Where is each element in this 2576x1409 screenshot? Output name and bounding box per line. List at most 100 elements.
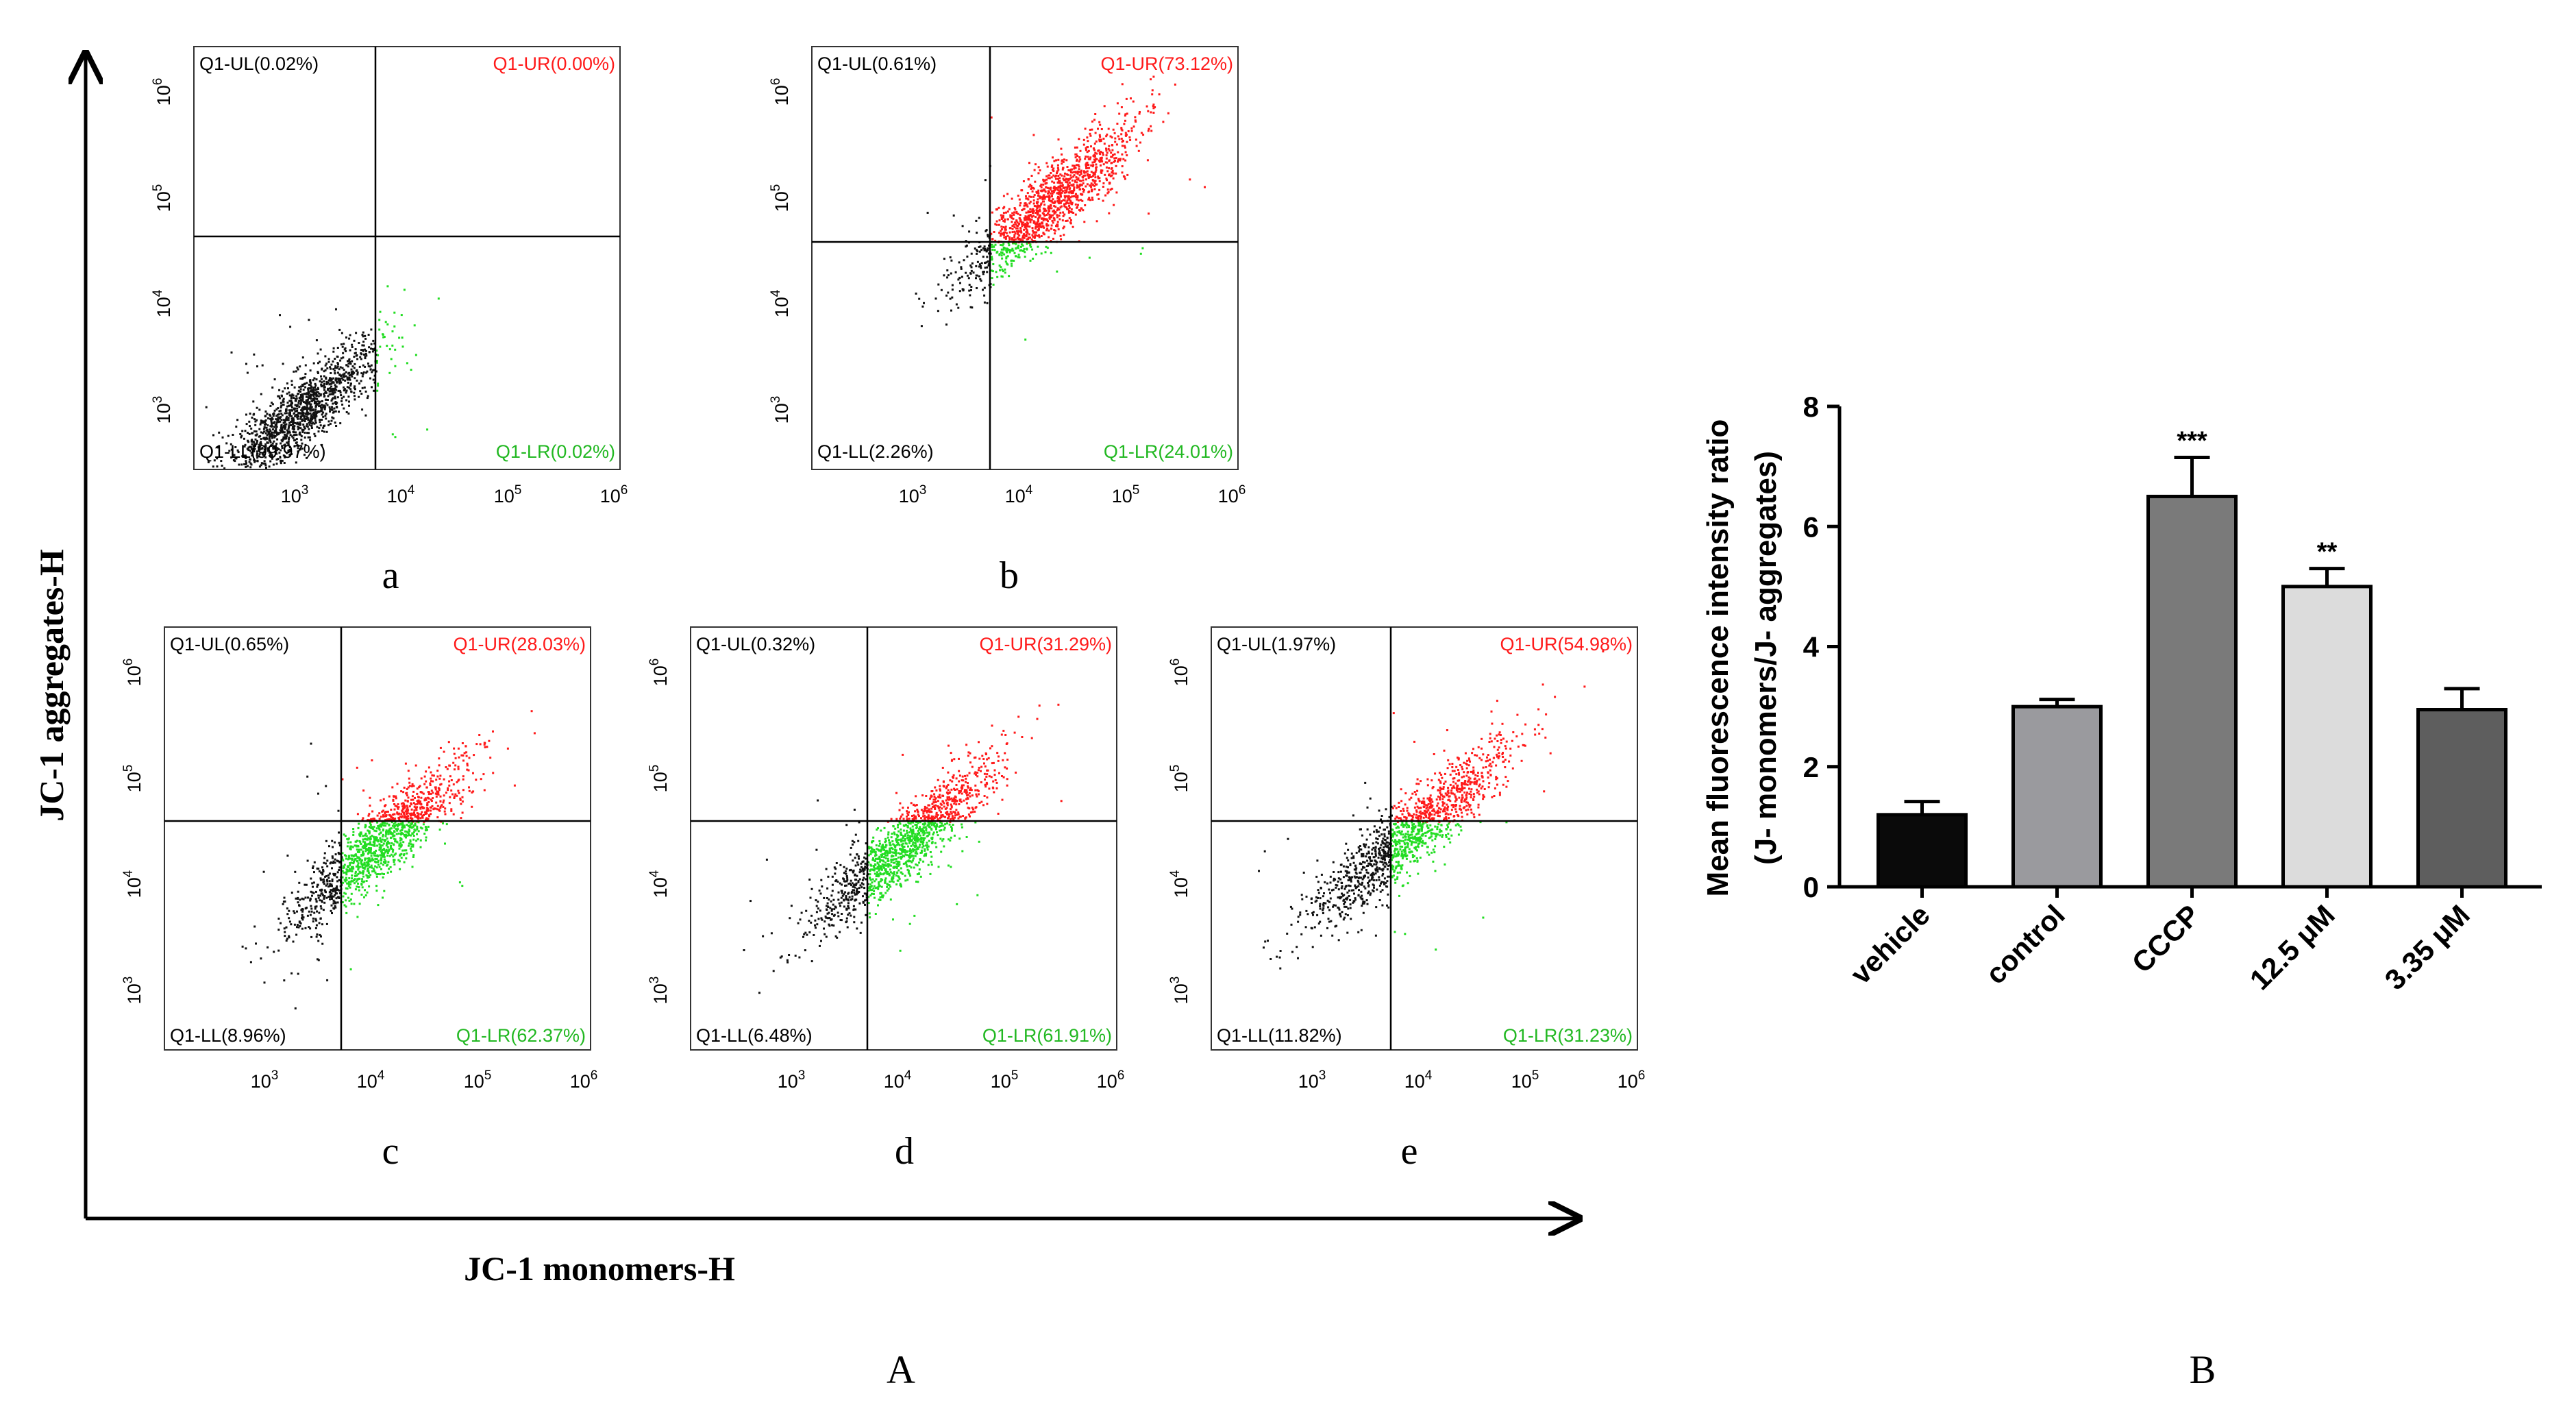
event-dot (340, 400, 343, 402)
event-dot (934, 808, 936, 810)
event-dot (1035, 234, 1037, 236)
event-dot (250, 961, 252, 963)
event-dot (1152, 89, 1154, 91)
event-dot (351, 877, 353, 879)
event-dot (1112, 154, 1114, 156)
event-dot (368, 872, 370, 874)
event-dot (424, 798, 426, 800)
x-tick-label: 104 (357, 1068, 385, 1092)
event-dot (291, 892, 293, 894)
event-dot (974, 757, 976, 759)
event-dot (1113, 177, 1115, 180)
event-dot (314, 401, 317, 403)
event-dot (860, 863, 862, 865)
event-dot (334, 842, 336, 844)
event-dot (297, 973, 299, 975)
event-dot (949, 840, 951, 842)
event-dot (911, 815, 913, 817)
event-dot (327, 896, 330, 898)
event-dot (348, 870, 350, 872)
event-dot (313, 912, 315, 914)
event-dot (838, 892, 840, 894)
event-dot (440, 747, 442, 749)
event-dot (322, 416, 324, 418)
event-dot (293, 371, 295, 373)
event-dot (393, 863, 395, 866)
event-dot (444, 843, 446, 845)
event-dot (921, 850, 923, 852)
event-dot (319, 361, 321, 363)
event-dot (1060, 194, 1062, 196)
event-dot (1039, 215, 1041, 217)
event-dot (365, 391, 367, 393)
event-dot (919, 868, 921, 870)
event-dot (921, 325, 923, 327)
event-dot (895, 874, 897, 877)
event-dot (1028, 162, 1030, 164)
event-dot (320, 918, 322, 920)
event-dot (329, 378, 331, 380)
event-dot (242, 946, 244, 948)
event-dot (425, 817, 428, 819)
event-dot (321, 923, 323, 925)
event-dot (1073, 184, 1075, 186)
event-dot (984, 779, 986, 781)
event-dot (286, 410, 288, 412)
event-dot (1015, 211, 1017, 213)
event-dot (276, 434, 278, 436)
event-dot (326, 859, 328, 861)
event-dot (338, 390, 340, 392)
event-dot (393, 844, 395, 846)
event-dot (410, 850, 412, 852)
event-dot (906, 832, 908, 834)
event-dot (409, 824, 411, 826)
event-dot (341, 378, 343, 380)
event-dot (414, 803, 417, 805)
event-dot (334, 873, 336, 875)
event-dot (984, 302, 986, 304)
event-dot (393, 312, 395, 314)
event-dot (402, 841, 404, 843)
event-dot (1003, 206, 1005, 208)
event-dot (1037, 235, 1039, 237)
event-dot (320, 393, 322, 395)
event-dot (212, 465, 214, 467)
event-dot (961, 826, 963, 829)
event-dot (321, 385, 323, 387)
event-dot (999, 253, 1001, 255)
event-dot (412, 839, 414, 841)
event-dot (290, 409, 293, 411)
event-dot (378, 319, 380, 321)
event-dot (836, 862, 838, 864)
event-dot (1082, 191, 1085, 193)
event-dot (371, 855, 373, 857)
event-dot (436, 796, 438, 798)
event-dot (1048, 214, 1050, 216)
event-dot (249, 466, 251, 468)
event-dot (1033, 188, 1035, 190)
event-dot (965, 781, 967, 783)
event-dot (1114, 154, 1116, 156)
event-dot (1001, 254, 1003, 256)
event-dot (1042, 179, 1044, 181)
event-dot (380, 816, 382, 818)
event-dot (345, 364, 347, 366)
event-dot (1070, 203, 1072, 205)
event-dot (280, 402, 282, 404)
event-dot (1076, 207, 1078, 209)
event-dot (1111, 168, 1113, 170)
event-dot (284, 434, 286, 436)
event-dot (345, 868, 347, 870)
event-dot (325, 402, 327, 404)
event-dot (958, 277, 961, 279)
event-dot (1078, 199, 1080, 201)
event-dot (327, 883, 329, 885)
event-dot (344, 904, 346, 906)
event-dot (1133, 125, 1135, 127)
event-dot (303, 426, 305, 428)
quadrant-ur: Q1-UR(73.12%) (1100, 53, 1233, 74)
event-dot (956, 784, 958, 786)
x-tick-label: 103 (251, 1068, 279, 1092)
event-dot (311, 427, 313, 429)
event-dot (364, 349, 366, 351)
